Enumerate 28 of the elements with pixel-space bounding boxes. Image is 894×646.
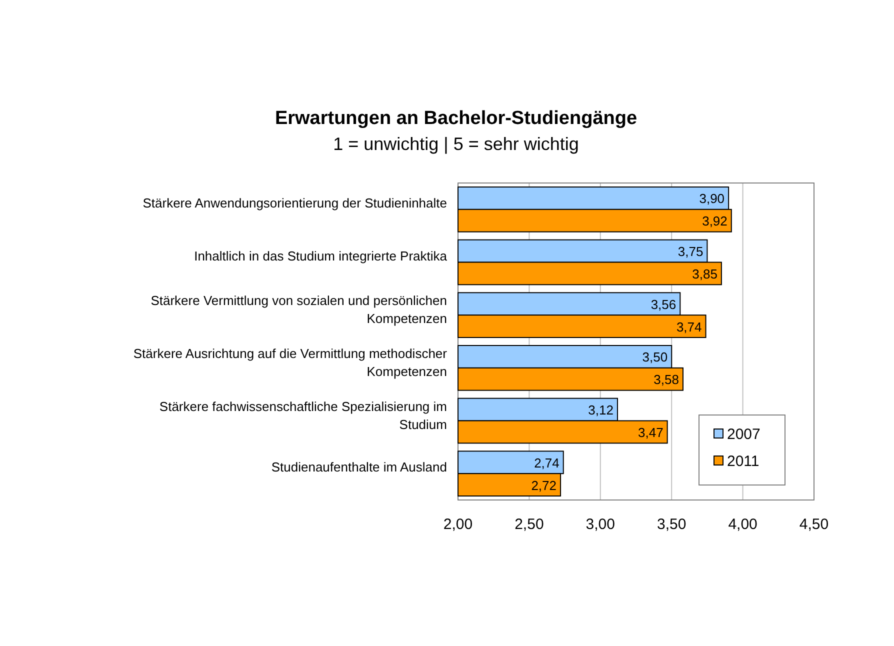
x-tick-label: 3,00 [586,516,615,533]
x-tick-label: 2,50 [514,516,544,533]
y-tick-label: Stärkere fachwissenschaftliche Spezialisierung im Studium [159,398,447,432]
y-tick-label: Studienaufenthalte im Ausland [271,460,447,475]
data-label: 3,50 [642,350,668,365]
data-label: 3,58 [654,372,679,388]
data-label: 3,47 [638,424,664,440]
x-tick-label: 4,00 [728,516,758,533]
legend-label: 2011 [727,453,760,470]
x-tick-label: 2,00 [443,516,473,533]
data-label: 3,12 [588,402,614,418]
data-label: 2,74 [534,455,560,470]
data-label: 3,56 [650,296,676,312]
legend-label: 2007 [727,426,760,443]
data-label: 3,90 [699,191,725,206]
data-label: 2,72 [531,478,557,493]
y-tick-label: Inhaltlich in das Studium integrierte Praktika [194,248,448,264]
data-label: 3,85 [692,266,718,282]
chart-title: Erwartungen an Bachelor-Studiengänge [274,108,638,129]
data-label: 3,92 [702,214,728,229]
y-tick-label: Stärkere Ausrichtung auf die Vermittlung methodischer Kompetenzen [133,346,448,379]
y-tick-label: Stärkere Anwendungsorientierung der Studieninhalte [142,195,447,210]
x-tick-label: 4,50 [799,516,829,533]
chart-subtitle: 1 = unwichtig | 5 = sehr wichtig [333,134,579,154]
y-tick-label: Stärkere Vermittlung von sozialen und persönlichen Kompetenzen [150,293,447,326]
data-label: 3,75 [678,244,704,260]
data-label: 3,74 [676,319,702,334]
x-tick-label: 3,50 [657,516,686,533]
